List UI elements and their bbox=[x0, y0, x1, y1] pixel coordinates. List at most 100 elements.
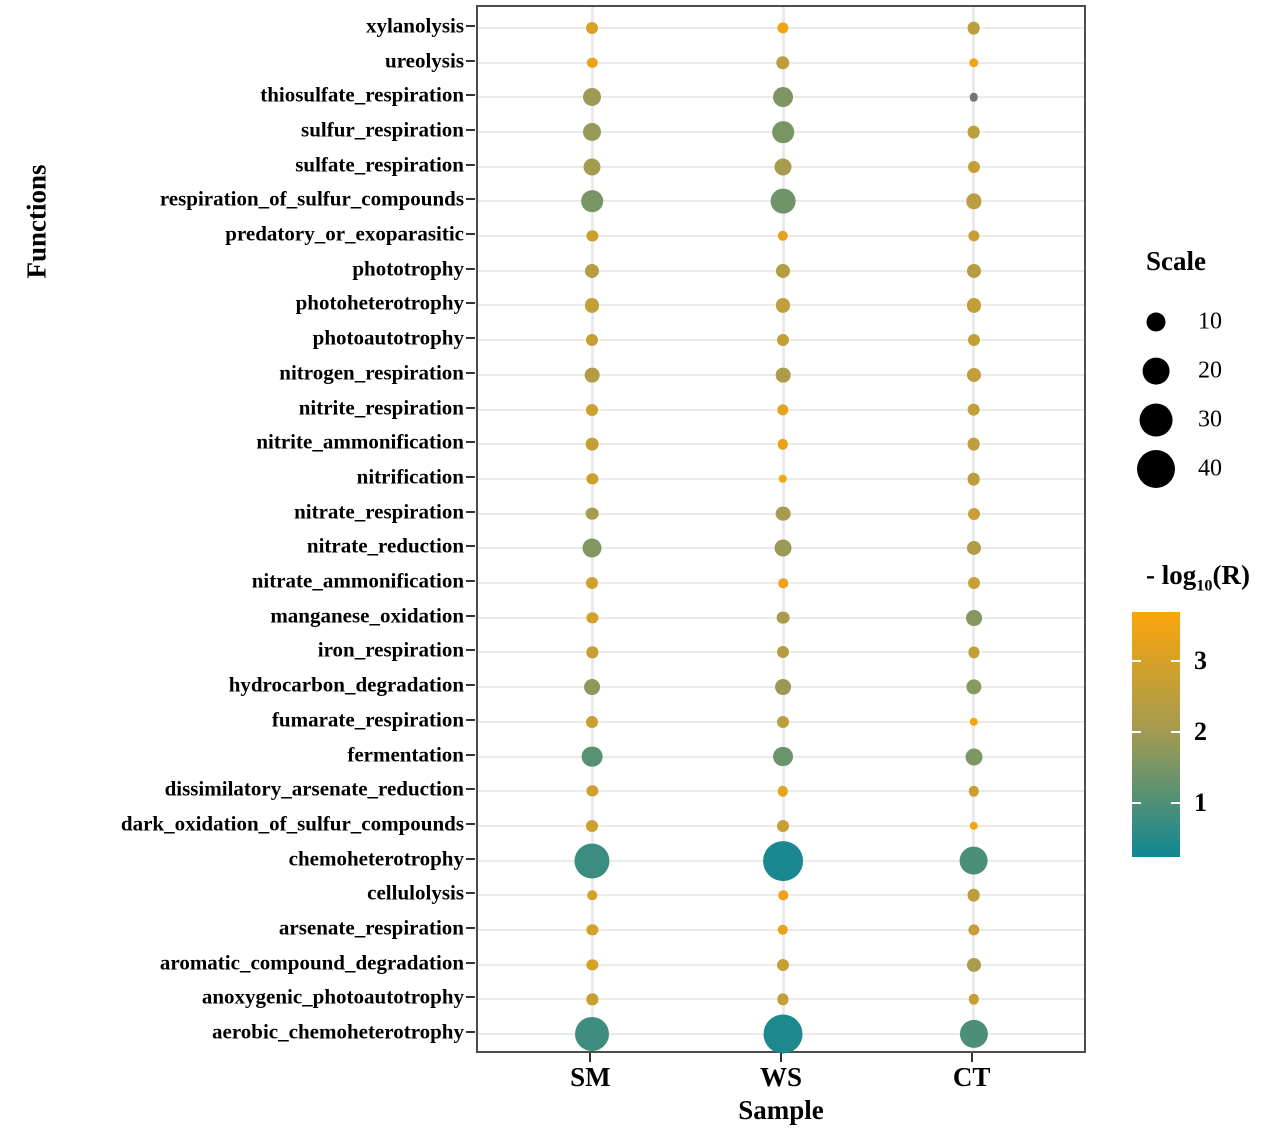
y-tick-label: manganese_oxidation bbox=[270, 603, 464, 628]
data-point-nitrite_ammonification-WS bbox=[777, 439, 789, 450]
size-legend-dot bbox=[1139, 403, 1173, 437]
data-point-phototrophy-CT bbox=[966, 263, 981, 278]
data-point-anoxygenic_photoautotrophy-SM bbox=[586, 993, 598, 1006]
data-point-aerobic_chemoheterotrophy-SM bbox=[575, 1017, 610, 1052]
colorbar-gradient bbox=[1132, 612, 1180, 857]
y-tick-label: thiosulfate_respiration bbox=[260, 82, 464, 107]
size-legend-value: 30 bbox=[1198, 406, 1222, 433]
y-tick-mark bbox=[466, 580, 475, 583]
data-point-manganese_oxidation-CT bbox=[965, 609, 982, 626]
data-point-phototrophy-WS bbox=[775, 263, 791, 278]
size-legend-value: 10 bbox=[1198, 308, 1222, 335]
data-point-dissimilatory_arsenate_reduction-SM bbox=[586, 785, 598, 797]
data-point-dissimilatory_arsenate_reduction-WS bbox=[777, 786, 789, 797]
y-tick-label: dissimilatory_arsenate_reduction bbox=[164, 776, 464, 801]
color-legend-title-sub: 10 bbox=[1196, 576, 1213, 595]
y-tick-label: dark_oxidation_of_sulfur_compounds bbox=[120, 811, 464, 836]
v-gridline bbox=[781, 7, 785, 1051]
data-point-respiration_of_sulfur_compounds-SM bbox=[581, 190, 604, 213]
data-point-thiosulfate_respiration-SM bbox=[583, 88, 602, 107]
colorbar-tick-label: 2 bbox=[1194, 717, 1207, 747]
data-point-aromatic_compound_degradation-CT bbox=[966, 957, 981, 972]
color-legend-title: - log10(R) bbox=[1146, 560, 1250, 595]
y-tick-mark bbox=[466, 857, 475, 860]
data-point-hydrocarbon_degradation-WS bbox=[775, 679, 791, 696]
data-point-cellulolysis-CT bbox=[967, 888, 980, 902]
data-point-hydrocarbon_degradation-CT bbox=[965, 679, 982, 695]
data-point-anoxygenic_photoautotrophy-CT bbox=[968, 994, 979, 1005]
data-point-nitrite_ammonification-CT bbox=[967, 437, 980, 451]
data-point-phototrophy-SM bbox=[585, 263, 600, 278]
y-tick-label: hydrocarbon_degradation bbox=[228, 672, 464, 697]
data-point-arsenate_respiration-CT bbox=[968, 924, 980, 936]
v-gridline bbox=[972, 7, 976, 1051]
data-point-dark_oxidation_of_sulfur_compounds-CT bbox=[969, 821, 978, 831]
data-point-iron_respiration-WS bbox=[776, 646, 790, 659]
y-tick-label: sulfate_respiration bbox=[295, 152, 464, 177]
y-tick-mark bbox=[466, 996, 475, 999]
y-tick-mark bbox=[466, 614, 475, 617]
y-tick-label: nitrate_reduction bbox=[306, 533, 464, 558]
y-tick-mark bbox=[466, 302, 475, 305]
data-point-nitrate_respiration-WS bbox=[775, 506, 791, 521]
colorbar-tick-label: 3 bbox=[1194, 646, 1207, 676]
x-tick-label: SM bbox=[570, 1062, 611, 1092]
y-tick-mark bbox=[466, 337, 475, 340]
data-point-cellulolysis-WS bbox=[778, 890, 788, 901]
data-point-nitrogen_respiration-WS bbox=[775, 367, 791, 383]
data-point-nitrification-SM bbox=[586, 473, 598, 485]
y-tick-mark bbox=[466, 649, 475, 652]
data-point-fermentation-SM bbox=[581, 746, 603, 767]
y-tick-mark bbox=[466, 233, 475, 236]
y-tick-mark bbox=[466, 406, 475, 409]
y-tick-mark bbox=[466, 892, 475, 895]
data-point-chemoheterotrophy-SM bbox=[574, 843, 610, 879]
data-point-photoheterotrophy-SM bbox=[585, 298, 600, 313]
data-point-fumarate_respiration-SM bbox=[586, 715, 599, 728]
data-point-sulfur_respiration-SM bbox=[583, 122, 602, 141]
x-tick-mark bbox=[589, 1053, 592, 1062]
y-tick-label: arsenate_respiration bbox=[278, 915, 464, 940]
y-tick-mark bbox=[466, 927, 475, 930]
y-tick-mark bbox=[466, 753, 475, 756]
data-point-predatory_or_exoparasitic-SM bbox=[586, 230, 598, 242]
y-tick-mark bbox=[466, 718, 475, 721]
data-point-nitrite_ammonification-SM bbox=[586, 437, 599, 451]
x-tick-mark bbox=[780, 1053, 782, 1062]
data-point-nitrification-WS bbox=[778, 474, 788, 484]
data-point-nitrogen_respiration-SM bbox=[585, 367, 600, 383]
y-tick-label: sulfur_respiration bbox=[301, 117, 464, 142]
y-tick-label: fumarate_respiration bbox=[271, 707, 464, 732]
y-tick-label: nitrogen_respiration bbox=[279, 360, 464, 385]
data-point-iron_respiration-CT bbox=[968, 646, 980, 659]
y-tick-label: anoxygenic_photoautotrophy bbox=[201, 984, 464, 1009]
y-tick-label: nitrite_respiration bbox=[298, 395, 464, 420]
y-tick-mark bbox=[466, 198, 475, 201]
data-point-fumarate_respiration-WS bbox=[776, 715, 790, 728]
v-gridline bbox=[590, 7, 594, 1051]
y-tick-mark bbox=[466, 475, 475, 478]
y-tick-label: predatory_or_exoparasitic bbox=[225, 221, 464, 246]
y-tick-mark bbox=[466, 441, 475, 444]
y-tick-label: nitrate_respiration bbox=[294, 499, 464, 524]
y-tick-label: photoautotrophy bbox=[312, 325, 464, 350]
data-point-fumarate_respiration-CT bbox=[969, 717, 978, 727]
y-tick-mark bbox=[466, 371, 475, 374]
data-point-photoautotrophy-SM bbox=[586, 334, 599, 347]
y-tick-label: fermentation bbox=[347, 742, 464, 767]
data-point-xylanolysis-WS bbox=[777, 22, 789, 34]
x-axis-title: Sample bbox=[738, 1095, 824, 1125]
y-tick-label: aerobic_chemoheterotrophy bbox=[212, 1019, 464, 1044]
data-point-cellulolysis-SM bbox=[587, 890, 598, 901]
y-tick-mark bbox=[466, 94, 475, 97]
data-point-nitrate_ammonification-SM bbox=[586, 577, 599, 590]
data-point-predatory_or_exoparasitic-CT bbox=[968, 230, 980, 242]
y-tick-mark bbox=[466, 128, 475, 131]
color-legend-title-suffix: (R) bbox=[1212, 560, 1250, 590]
colorbar-tick-mark bbox=[1132, 731, 1141, 734]
size-legend-dot bbox=[1146, 312, 1166, 332]
colorbar-tick-mark bbox=[1132, 801, 1141, 804]
y-axis-title: Functions bbox=[21, 164, 52, 279]
data-point-photoheterotrophy-WS bbox=[775, 298, 791, 313]
